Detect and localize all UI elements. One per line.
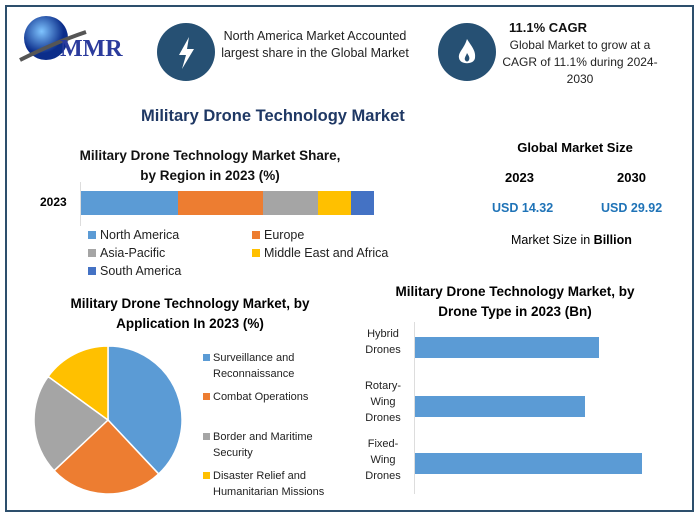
year-2023: 2023	[505, 170, 534, 185]
legend-label: Disaster Relief and Humanitarian Mission…	[213, 470, 325, 498]
drone-category-label: Hybrid Drones	[365, 328, 401, 356]
note-bold: Billion	[593, 233, 632, 247]
logo: MMR	[16, 12, 141, 72]
pie-legend-item: Border and Maritime Security	[203, 429, 353, 461]
legend-label: Europe	[264, 228, 305, 242]
legend-item: Middle East and Africa	[252, 246, 388, 260]
pie-slice	[33, 375, 110, 472]
cagr-title: 11.1% CAGR	[509, 20, 588, 35]
logo-text: MMR	[60, 36, 123, 62]
region-segment-south-america	[350, 191, 374, 215]
legend-item: Europe	[252, 228, 304, 242]
application-pie	[33, 345, 183, 495]
legend-label: Combat Operations	[213, 391, 309, 403]
lightning-icon	[157, 23, 215, 81]
market-size-title: Global Market Size	[517, 140, 633, 155]
legend-label: Asia-Pacific	[100, 246, 166, 260]
flame-icon	[438, 23, 496, 81]
pie-legend-item: Surveillance and Reconnaissance	[203, 350, 353, 382]
legend-swatch	[252, 231, 260, 239]
drone-type-chart-title: Military Drone Technology Market, by Dro…	[395, 284, 635, 319]
region-segment-middle-east-and-africa	[318, 191, 351, 215]
region-category-label: 2023	[40, 195, 67, 209]
region-segment-europe	[177, 191, 263, 215]
highlight-north-america: North America Market Accounted largest s…	[221, 29, 409, 60]
legend-swatch	[203, 433, 210, 440]
legend-label: Border and Maritime Security	[213, 431, 313, 459]
legend-swatch	[203, 393, 210, 400]
value-2030: USD 29.92	[601, 201, 663, 215]
legend-item: Asia-Pacific	[88, 246, 165, 260]
pie-slice	[47, 345, 109, 422]
pie-slice	[52, 418, 160, 495]
region-stacked-bar	[81, 191, 374, 215]
legend-label: South America	[100, 264, 182, 278]
legend-label: North America	[100, 228, 180, 242]
pie-legend-item: Disaster Relief and Humanitarian Mission…	[203, 468, 353, 500]
legend-label: Surveillance and Reconnaissance	[213, 352, 295, 380]
cagr-text: Global Market to grow at a CAGR of 11.1%…	[502, 38, 658, 86]
pie-legend-item: Combat Operations	[203, 389, 353, 405]
application-chart-title: Military Drone Technology Market, by App…	[70, 296, 310, 331]
market-size-note: Market Size in Billion	[511, 233, 632, 247]
legend-swatch	[203, 472, 210, 479]
main-title: Military Drone Technology Market	[141, 107, 405, 125]
legend-swatch	[88, 249, 96, 257]
value-2023: USD 14.32	[492, 201, 554, 215]
drone-bar	[415, 453, 642, 474]
year-2030: 2030	[617, 170, 646, 185]
legend-item: South America	[88, 264, 181, 278]
drone-category-label: Rotary-Wing Drones	[364, 380, 402, 424]
legend-swatch	[252, 249, 260, 257]
legend-item: North America	[88, 228, 179, 242]
drone-category-label: Fixed-Wing Drones	[365, 438, 401, 482]
region-chart-title: Military Drone Technology Market Share, …	[79, 148, 341, 183]
frame	[5, 5, 694, 512]
region-segment-asia-pacific	[262, 191, 319, 215]
drone-bar	[415, 396, 585, 417]
region-segment-north-america	[81, 191, 178, 215]
legend-swatch	[88, 231, 96, 239]
legend-swatch	[88, 267, 96, 275]
drone-bar	[415, 337, 600, 358]
note-prefix: Market Size in	[511, 233, 594, 247]
legend-label: Middle East and Africa	[264, 246, 389, 260]
legend-swatch	[203, 354, 210, 361]
region-axis	[80, 182, 81, 226]
pie-slice	[107, 345, 183, 476]
drone-axis	[414, 322, 415, 494]
